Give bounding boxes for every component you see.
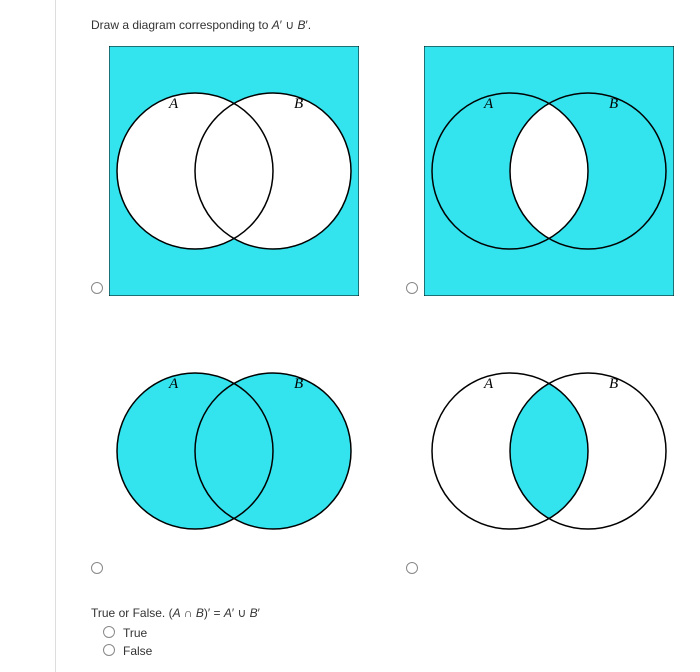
option-3: A B bbox=[91, 326, 386, 576]
option-4-radio[interactable] bbox=[406, 562, 418, 574]
tf-false-row: False bbox=[103, 644, 700, 658]
svg-text:B: B bbox=[609, 376, 618, 392]
svg-text:B: B bbox=[294, 376, 303, 392]
q1-B: B bbox=[297, 18, 305, 32]
venn-options-grid: A B A B bbox=[91, 46, 700, 576]
option-3-radio[interactable] bbox=[91, 562, 103, 574]
svg-text:A: A bbox=[168, 96, 179, 112]
q2-B: B bbox=[196, 606, 204, 620]
question-page: Draw a diagram corresponding to A′ ∪ B′.… bbox=[55, 0, 700, 672]
svg-text:A: A bbox=[168, 376, 179, 392]
tf-false-label: False bbox=[123, 644, 152, 658]
tf-true-label: True bbox=[123, 626, 147, 640]
tf-true-radio[interactable] bbox=[103, 626, 115, 638]
option-2-diagram: A B bbox=[424, 46, 674, 296]
option-2: A B bbox=[406, 46, 700, 296]
svg-text:A: A bbox=[483, 96, 494, 112]
q1-A: A bbox=[272, 18, 280, 32]
q2-A2: A bbox=[224, 606, 232, 620]
q1-text-post: . bbox=[308, 18, 311, 32]
q2-pre: True or False. ( bbox=[91, 606, 173, 620]
question2: True or False. (A ∩ B)′ = A′ ∪ B′ True F… bbox=[91, 606, 700, 658]
q1-text-pre: Draw a diagram corresponding to bbox=[91, 18, 272, 32]
option-1: A B bbox=[91, 46, 386, 296]
svg-text:A: A bbox=[483, 376, 494, 392]
option-3-diagram: A B bbox=[109, 326, 359, 576]
q2-cup: ∪ bbox=[234, 606, 249, 620]
svg-text:B: B bbox=[609, 96, 618, 112]
q2-B2: B bbox=[250, 606, 258, 620]
q1-union: ∪ bbox=[282, 18, 297, 32]
question1-prompt: Draw a diagram corresponding to A′ ∪ B′. bbox=[91, 18, 700, 32]
option-4-diagram: A B bbox=[424, 326, 674, 576]
option-1-diagram: A B bbox=[109, 46, 359, 296]
tf-true-row: True bbox=[103, 626, 700, 640]
q2-cap: ∩ bbox=[181, 606, 196, 620]
option-4: A B bbox=[406, 326, 700, 576]
q2-eq: = bbox=[210, 606, 224, 620]
q2-prime3: ′ bbox=[258, 606, 260, 620]
svg-text:B: B bbox=[294, 96, 303, 112]
q2-A: A bbox=[173, 606, 181, 620]
option-2-radio[interactable] bbox=[406, 282, 418, 294]
question2-prompt: True or False. (A ∩ B)′ = A′ ∪ B′ bbox=[91, 606, 700, 620]
option-1-radio[interactable] bbox=[91, 282, 103, 294]
tf-false-radio[interactable] bbox=[103, 644, 115, 656]
